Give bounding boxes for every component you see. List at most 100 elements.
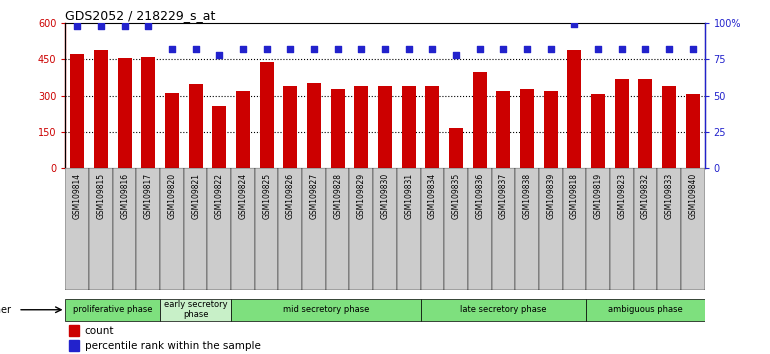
Point — [142, 23, 155, 29]
Bar — [638, 79, 652, 168]
Text: early secretory
phase: early secretory phase — [164, 300, 227, 319]
Text: GSM109833: GSM109833 — [665, 173, 674, 219]
Text: GSM109835: GSM109835 — [451, 173, 460, 219]
Point — [544, 46, 557, 52]
Bar — [658, 168, 681, 290]
Bar — [165, 93, 179, 168]
Text: proliferative phase: proliferative phase — [73, 305, 152, 314]
Bar — [491, 168, 515, 290]
Bar — [586, 168, 610, 290]
Bar — [563, 168, 586, 290]
Bar — [118, 58, 132, 168]
Text: GSM109821: GSM109821 — [191, 173, 200, 219]
Point — [95, 23, 107, 29]
Point — [166, 46, 178, 52]
Bar — [236, 91, 250, 168]
Bar — [520, 89, 534, 168]
Bar — [544, 91, 557, 168]
Text: GSM109830: GSM109830 — [380, 173, 390, 219]
Text: GSM109818: GSM109818 — [570, 173, 579, 219]
Text: GSM109838: GSM109838 — [523, 173, 531, 219]
Bar — [610, 168, 634, 290]
Bar — [189, 84, 203, 168]
Text: GSM109836: GSM109836 — [475, 173, 484, 219]
Bar — [591, 94, 605, 168]
Bar — [586, 299, 705, 321]
Point — [615, 46, 628, 52]
Point — [213, 52, 226, 58]
Text: GSM109822: GSM109822 — [215, 173, 224, 219]
Point — [355, 46, 367, 52]
Bar — [567, 50, 581, 168]
Point — [663, 46, 675, 52]
Bar — [662, 86, 676, 168]
Text: GSM109828: GSM109828 — [333, 173, 342, 219]
Bar — [420, 299, 586, 321]
Point — [379, 46, 391, 52]
Bar — [614, 79, 629, 168]
Point — [687, 46, 699, 52]
Text: GSM109825: GSM109825 — [262, 173, 271, 219]
Bar — [402, 86, 416, 168]
Bar — [69, 340, 79, 352]
Point — [592, 46, 604, 52]
Bar — [65, 299, 160, 321]
Text: ambiguous phase: ambiguous phase — [608, 305, 683, 314]
Bar — [231, 299, 420, 321]
Point — [521, 46, 533, 52]
Bar — [184, 168, 207, 290]
Text: GSM109839: GSM109839 — [546, 173, 555, 219]
Bar — [634, 168, 658, 290]
Text: percentile rank within the sample: percentile rank within the sample — [85, 341, 260, 351]
Point — [474, 46, 486, 52]
Text: GSM109814: GSM109814 — [73, 173, 82, 219]
Text: GSM109826: GSM109826 — [286, 173, 295, 219]
Point — [639, 46, 651, 52]
Text: GSM109823: GSM109823 — [618, 173, 626, 219]
Bar — [681, 168, 705, 290]
Bar — [515, 168, 539, 290]
Point — [260, 46, 273, 52]
Bar — [444, 168, 468, 290]
Bar — [141, 57, 156, 168]
Bar — [255, 168, 279, 290]
Bar — [112, 168, 136, 290]
Text: GSM109820: GSM109820 — [167, 173, 176, 219]
Bar — [685, 94, 700, 168]
Bar — [378, 86, 392, 168]
Bar — [496, 91, 511, 168]
Text: GSM109834: GSM109834 — [428, 173, 437, 219]
Bar — [279, 168, 302, 290]
Bar — [259, 62, 274, 168]
Bar — [89, 168, 112, 290]
Bar — [373, 168, 397, 290]
Text: GSM109832: GSM109832 — [641, 173, 650, 219]
Bar — [425, 86, 440, 168]
Bar — [539, 168, 563, 290]
Point — [237, 46, 249, 52]
Point — [450, 52, 462, 58]
Bar — [160, 299, 231, 321]
Text: GSM109819: GSM109819 — [594, 173, 603, 219]
Text: GSM109831: GSM109831 — [404, 173, 413, 219]
Text: late secretory phase: late secretory phase — [460, 305, 547, 314]
Bar — [302, 168, 326, 290]
Text: GSM109829: GSM109829 — [357, 173, 366, 219]
Text: GSM109827: GSM109827 — [310, 173, 319, 219]
Point — [284, 46, 296, 52]
Bar — [70, 55, 85, 168]
Bar — [350, 168, 373, 290]
Bar — [397, 168, 420, 290]
Text: GSM109816: GSM109816 — [120, 173, 129, 219]
Point — [568, 22, 581, 27]
Text: GSM109824: GSM109824 — [239, 173, 247, 219]
Bar — [213, 106, 226, 168]
Bar — [160, 168, 184, 290]
Point — [332, 46, 344, 52]
Text: GSM109815: GSM109815 — [96, 173, 105, 219]
Bar — [231, 168, 255, 290]
Point — [426, 46, 438, 52]
Text: GDS2052 / 218229_s_at: GDS2052 / 218229_s_at — [65, 9, 216, 22]
Bar — [330, 89, 345, 168]
Text: GSM109817: GSM109817 — [144, 173, 152, 219]
